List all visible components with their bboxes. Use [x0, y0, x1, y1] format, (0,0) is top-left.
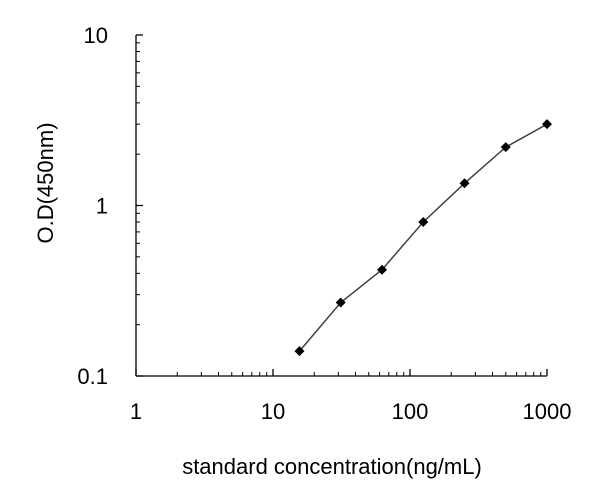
axes: 1 10 100 1000 0.1 1 10: [77, 23, 571, 424]
y-axis-title: O.D(450nm): [33, 122, 58, 243]
data-point-marker: [500, 142, 511, 153]
y-tick-label: 0.1: [77, 364, 108, 389]
x-tick-label: 10: [261, 399, 285, 424]
series-line: [298, 123, 548, 352]
y-tick-label: 10: [84, 23, 108, 48]
data-point-marker: [542, 119, 552, 130]
x-tick-label: 1: [130, 399, 142, 424]
x-tick-label: 100: [392, 399, 429, 424]
series-layer: [294, 119, 552, 357]
x-tick-label: 1000: [523, 399, 572, 424]
data-point-marker: [418, 217, 429, 228]
data-point-marker: [377, 264, 388, 275]
y-tick-label: 1: [96, 194, 108, 219]
data-point-marker: [335, 297, 346, 308]
data-point-marker: [459, 178, 470, 189]
x-axis-title: standard concentration(ng/mL): [182, 454, 482, 479]
data-point-marker: [294, 346, 305, 357]
